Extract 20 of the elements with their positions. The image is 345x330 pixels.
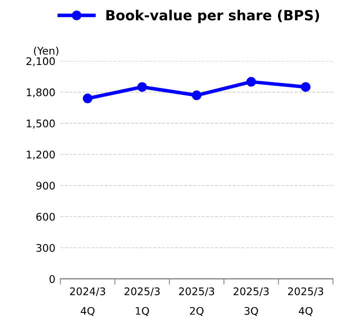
point	[246, 76, 256, 87]
legend-label: Book-value per share (BPS)	[106, 10, 320, 24]
point	[82, 94, 92, 104]
x-tick-label: 2025/3 1Q	[124, 287, 160, 316]
y-tick-label: 0	[50, 275, 55, 283]
x-tick-label: 2025/3 2Q	[179, 287, 214, 316]
point	[300, 82, 311, 92]
point	[192, 90, 202, 100]
y-tick-label: 600	[36, 212, 55, 221]
y-tick-label: 300	[36, 244, 55, 252]
y-tick-label: 1,200	[26, 150, 55, 160]
x-tick-label: 2025/3 4Q	[288, 287, 324, 316]
y-tick-label: 1,500	[26, 120, 55, 128]
y-axis-title: (Yen)	[34, 46, 58, 56]
y-tick-label: 2,100	[26, 57, 55, 66]
y-tick-label: 900	[36, 182, 55, 190]
x-tick-label: 2025/3 3Q	[234, 287, 269, 316]
x-tick-label: 2024/3 4Q	[70, 287, 106, 316]
y-tick-label: 1,800	[26, 88, 55, 98]
point	[137, 82, 147, 92]
